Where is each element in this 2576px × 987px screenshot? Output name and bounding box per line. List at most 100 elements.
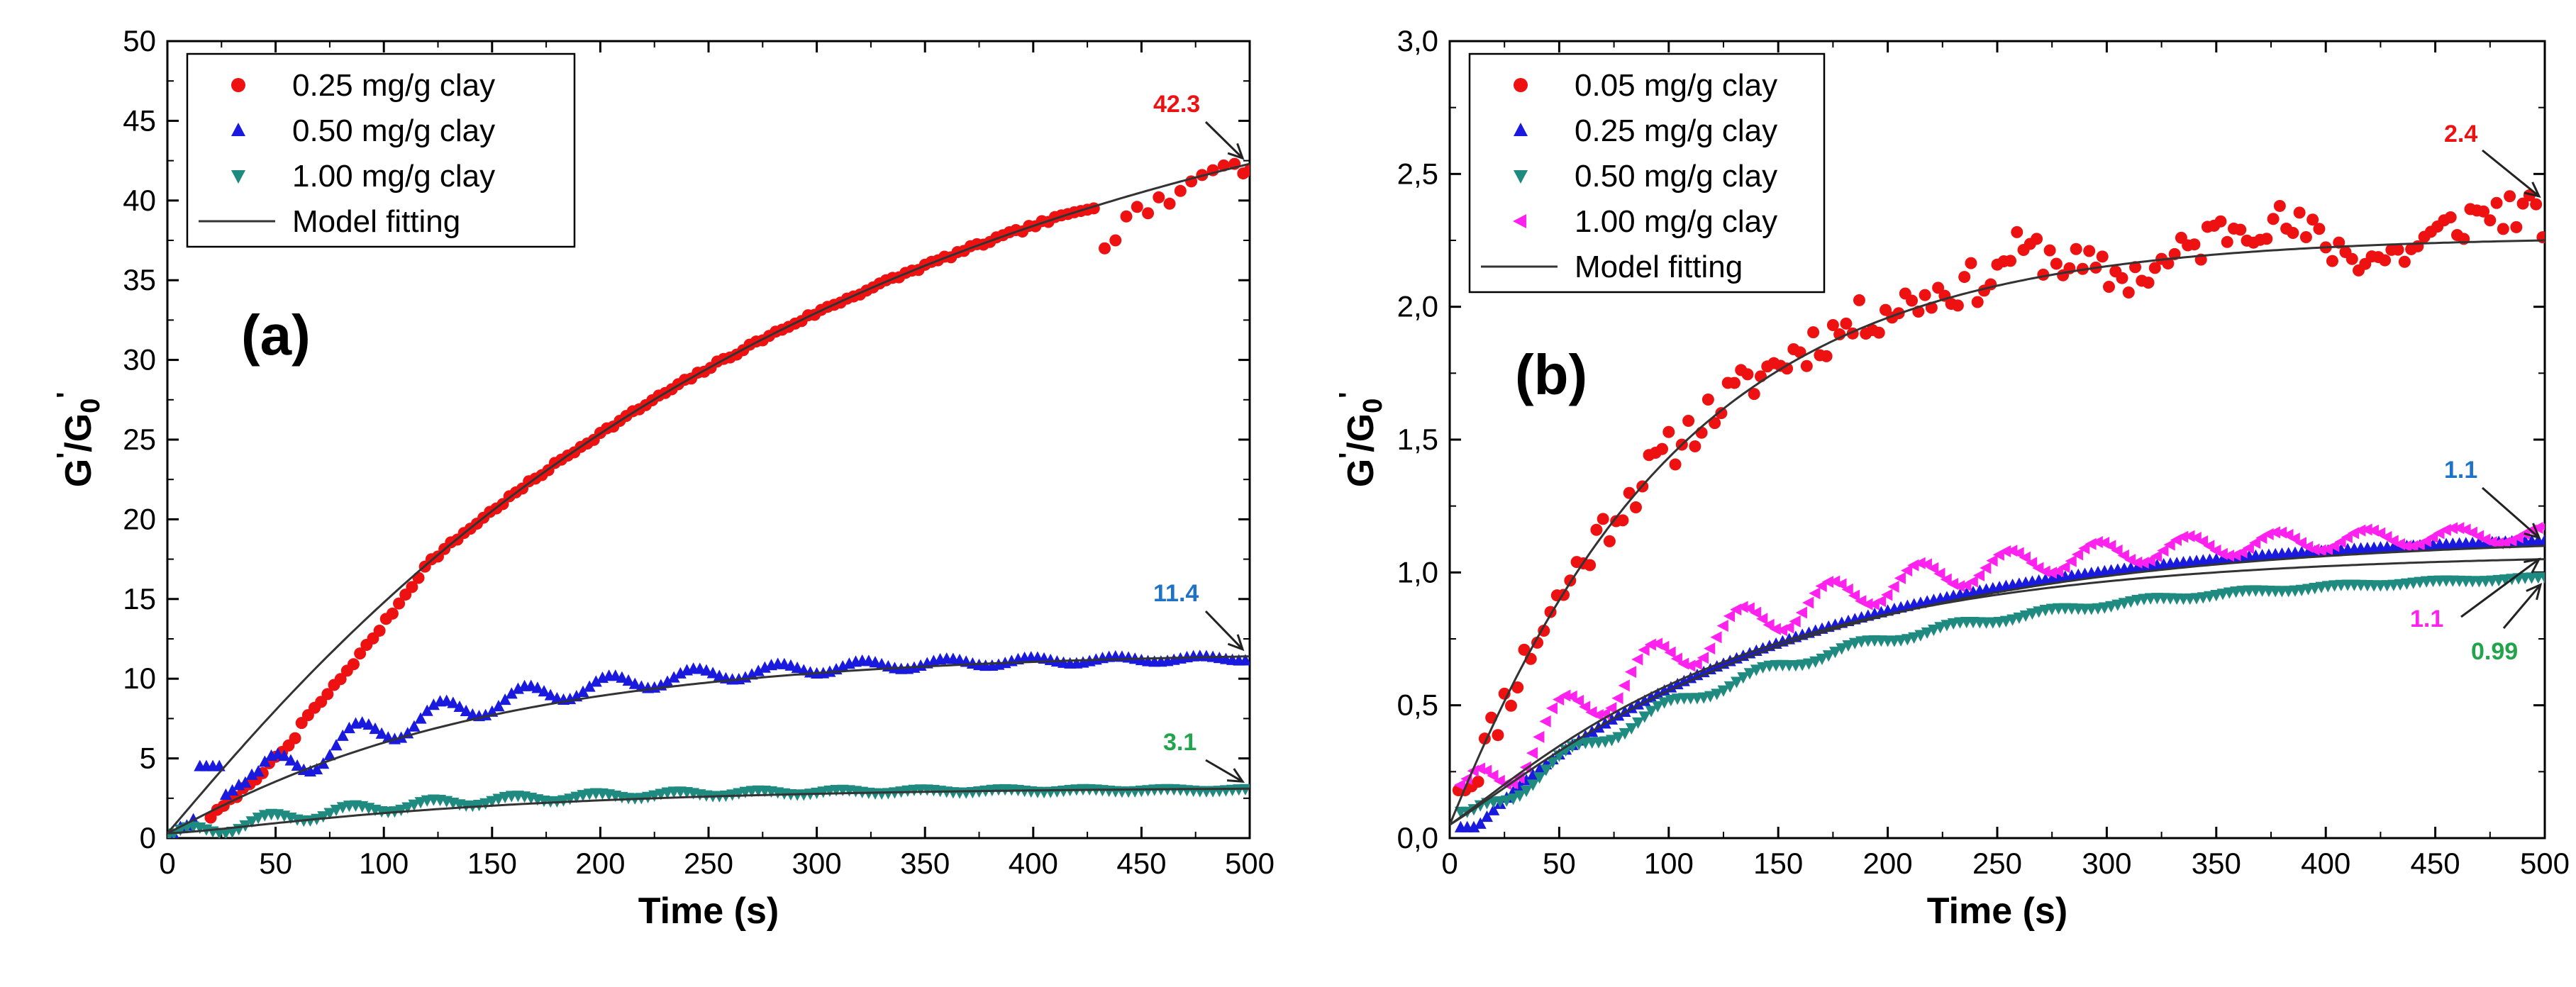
data-point [2334, 535, 2346, 548]
data-point [2070, 242, 2082, 255]
data-point [2267, 213, 2280, 225]
data-point [2293, 206, 2306, 219]
data-point [1769, 623, 1781, 635]
data-point [1480, 764, 1492, 777]
data-point [1887, 580, 1899, 593]
data-point [245, 816, 258, 828]
data-point [1914, 557, 1926, 569]
data-point [1163, 197, 1176, 210]
annotation-label: 1.1 [2444, 457, 2477, 484]
legend-label: 0.50 mg/g clay [1575, 159, 1777, 194]
data-point [1809, 587, 1821, 600]
data-point [2497, 223, 2509, 235]
data-point [2102, 280, 2115, 293]
data-point [1800, 359, 1813, 372]
data-point [1618, 679, 1630, 692]
data-point [525, 679, 538, 691]
data-point [1612, 732, 1625, 744]
data-point [1533, 772, 1546, 784]
data-point [492, 700, 505, 712]
data-point [2222, 550, 2235, 562]
y-tick-label: 0,5 [1397, 688, 1438, 722]
legend-label: 0.05 mg/g clay [1575, 68, 1777, 103]
data-point [674, 667, 687, 679]
legend-label: Model fitting [292, 204, 460, 239]
data-point [2234, 223, 2247, 236]
data-point [1511, 681, 1524, 693]
data-point [336, 729, 349, 741]
data-point [1781, 362, 1794, 375]
data-point [1625, 723, 1638, 735]
data-point [1999, 545, 2011, 558]
data-point [2038, 565, 2050, 578]
data-point [2150, 550, 2163, 562]
data-point [2196, 535, 2209, 547]
data-point [1454, 779, 1466, 791]
y-tick-label: 0,0 [1397, 821, 1438, 854]
data-point [1953, 580, 1965, 593]
y-axis-title-prime: ' [52, 452, 82, 459]
data-point [616, 671, 628, 683]
data-point [1538, 625, 1550, 637]
data-point [1835, 578, 1847, 591]
data-point [2019, 551, 2031, 564]
data-point [1526, 779, 1539, 791]
annotation-label: 42.3 [1153, 91, 1200, 118]
annotation-label: 1.1 [2410, 606, 2443, 632]
data-point [2104, 540, 2116, 552]
data-point [2111, 544, 2123, 557]
legend: 0.25 mg/g clay 0.50 mg/g clay 1.00 mg/g cl… [186, 52, 576, 248]
data-point [1533, 730, 1545, 743]
data-point [1741, 368, 1754, 381]
legend-label: 0.50 mg/g clay [292, 113, 495, 148]
data-point [1507, 793, 1520, 805]
data-point [321, 688, 334, 701]
data-point [386, 607, 399, 620]
data-point [2484, 214, 2497, 227]
data-point [2504, 190, 2516, 203]
legend-box [1468, 52, 1826, 294]
data-point [1737, 672, 1750, 684]
data-point [2538, 572, 2545, 584]
x-tick-label: 200 [575, 847, 625, 880]
data-point [706, 667, 719, 679]
data-point [460, 704, 472, 717]
data-point [1815, 579, 1827, 592]
data-point [2203, 540, 2215, 552]
data-point [2477, 205, 2490, 218]
data-point [1802, 596, 1814, 609]
data-point [1611, 692, 1623, 705]
legend-marker [1514, 123, 1528, 136]
annotation-arrow [2482, 149, 2540, 197]
data-point [2019, 610, 2032, 623]
data-point [1492, 729, 1504, 742]
data-point [2122, 286, 2135, 299]
data-point [2314, 544, 2326, 557]
data-point [1142, 207, 1155, 220]
annotation-arrow [2482, 486, 2540, 539]
data-point [1670, 652, 1682, 665]
data-point [239, 776, 252, 788]
data-point [784, 659, 797, 671]
data-point [544, 688, 557, 701]
data-point [1972, 569, 1985, 581]
data-point [408, 720, 421, 732]
y-tick-label: 25 [123, 423, 156, 456]
data-point [2143, 554, 2155, 567]
model-fit-line [167, 655, 1250, 835]
data-point [2485, 536, 2497, 549]
x-tick-label: 450 [2411, 847, 2460, 880]
y-axis-title: G'/G0' [52, 392, 106, 488]
data-point [2288, 532, 2300, 545]
y-axis-title-prime2: ' [52, 392, 82, 398]
data-point [1842, 640, 1855, 652]
data-point [745, 668, 758, 680]
y-tick-label: 30 [123, 343, 156, 377]
data-point [1632, 717, 1645, 729]
x-tick-label: 150 [467, 847, 517, 880]
data-point [2083, 245, 2096, 257]
y-axis-title-sub: 0 [76, 398, 106, 413]
legend-label: 1.00 mg/g clay [292, 159, 495, 194]
x-tick-label: 400 [2301, 847, 2350, 880]
data-point [1120, 210, 1133, 223]
